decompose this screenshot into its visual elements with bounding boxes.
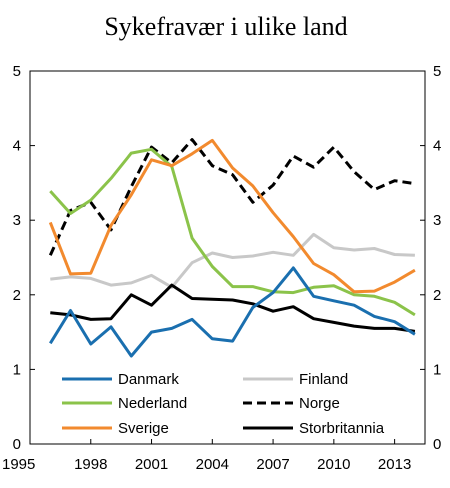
y-tick-label-right: 4 <box>433 138 441 155</box>
series-lines <box>48 138 416 358</box>
x-tick-label: 2007 <box>256 456 289 473</box>
legend-label-danmark: Danmark <box>118 371 179 388</box>
x-tick-label: 2013 <box>378 456 411 473</box>
series-line-sverige <box>48 138 416 294</box>
series-line-finland <box>50 232 415 289</box>
plot-frame <box>29 70 426 445</box>
y-tick-label-right: 1 <box>433 361 441 378</box>
legend-label-norge: Norge <box>299 395 340 412</box>
y-tick-label-left: 5 <box>13 63 21 80</box>
x-tick-label: 2001 <box>135 456 168 473</box>
legend-label-nederland: Nederland <box>118 395 187 412</box>
legend-label-sverige: Sverige <box>118 420 169 437</box>
x-tick-label: 1998 <box>74 456 107 473</box>
series-line-nederland <box>49 147 416 317</box>
chart-title: Sykefravær i ulike land <box>104 12 347 41</box>
y-tick-label-left: 2 <box>13 287 21 304</box>
x-tick-label: 2010 <box>317 456 350 473</box>
y-tick-label-left: 3 <box>13 212 21 229</box>
y-tick-label-right: 0 <box>433 436 441 453</box>
plot-area: 0 1 2 3 4 5 0 1 2 3 4 5 1995 1998 2001 2004 2007 2010 20… <box>2 63 441 473</box>
x-tick-label: 2004 <box>196 456 229 473</box>
y-axis-left: 0 1 2 3 4 5 <box>13 63 35 453</box>
x-axis: 1995 1998 2001 2004 2007 2010 2013 <box>2 439 411 473</box>
series-line-storbritannia <box>50 283 416 333</box>
series-line-norge <box>48 138 416 256</box>
legend-label-finland: Finland <box>299 371 348 388</box>
legend-label-storbritannia: Storbritannia <box>299 420 385 437</box>
y-axis-right: 0 1 2 3 4 5 <box>420 63 441 453</box>
y-tick-label-right: 3 <box>433 212 441 229</box>
series-line-danmark <box>49 266 416 358</box>
y-tick-label-left: 4 <box>13 138 21 155</box>
y-tick-label-left: 1 <box>13 361 21 378</box>
y-tick-label-right: 5 <box>433 63 441 80</box>
y-tick-label-left: 0 <box>13 436 21 453</box>
x-tick-label: 1995 <box>2 456 35 473</box>
y-tick-label-right: 2 <box>433 287 441 304</box>
legend: Danmark Finland Nederland Norge Sverige Storb… <box>62 371 385 437</box>
